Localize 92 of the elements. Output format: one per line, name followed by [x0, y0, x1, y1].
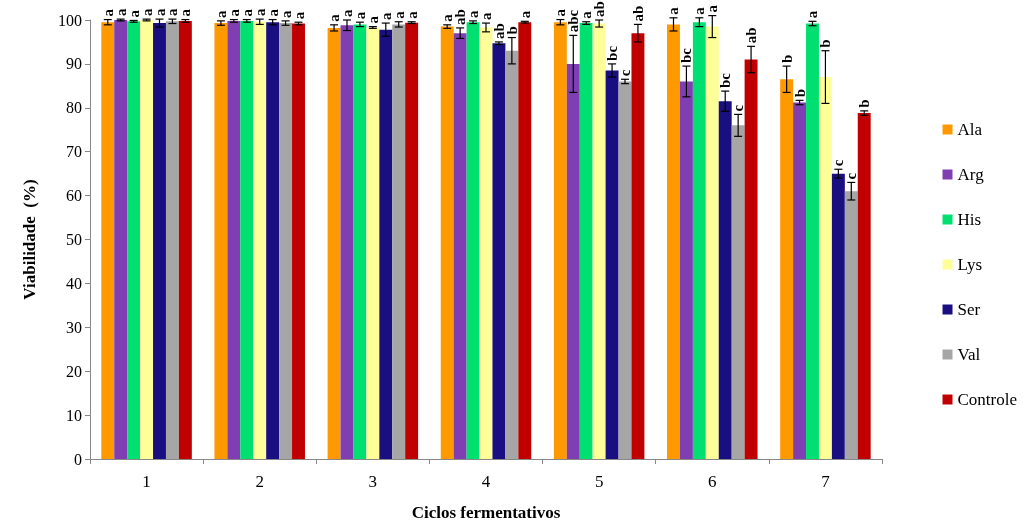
bar	[392, 24, 406, 459]
bar	[178, 20, 192, 459]
bar	[566, 63, 580, 459]
bar	[327, 27, 341, 459]
bar	[857, 113, 871, 459]
data-label: ab	[743, 27, 760, 44]
bar	[165, 21, 179, 459]
bar	[240, 20, 254, 459]
data-label: b	[817, 39, 834, 48]
bar	[479, 27, 493, 459]
bar	[705, 26, 719, 459]
bar	[505, 50, 519, 459]
data-label: b	[856, 99, 873, 108]
bar	[692, 22, 706, 459]
bar	[453, 33, 467, 459]
bar	[744, 59, 758, 459]
bar	[340, 25, 354, 459]
bar	[292, 23, 305, 459]
y-tick-label: 30	[66, 318, 82, 336]
data-label: bc	[678, 47, 695, 64]
bar	[353, 24, 367, 459]
data-label: c	[617, 69, 633, 77]
bar	[366, 27, 380, 459]
bar	[618, 81, 632, 459]
legend-label: Val	[957, 345, 981, 364]
bar	[667, 24, 680, 459]
x-tick-label: 5	[594, 472, 604, 491]
bar	[153, 23, 166, 459]
y-tick-label: 80	[66, 99, 82, 117]
y-tick-label: 20	[66, 362, 82, 380]
bar	[440, 26, 454, 459]
data-label: a	[804, 10, 821, 19]
x-tick-label: 7	[821, 472, 831, 491]
bar	[253, 21, 267, 459]
x-axis-title: Ciclos fermentativos	[411, 503, 561, 522]
bar	[114, 20, 128, 459]
bar	[793, 102, 807, 459]
data-label: c	[830, 159, 847, 167]
data-label: b	[778, 54, 795, 64]
legend-label: Controle	[957, 390, 1018, 409]
legend-label: Ala	[957, 120, 983, 139]
data-label: bc	[717, 72, 734, 89]
y-tick-label: 100	[58, 11, 82, 29]
data-label: ab	[629, 5, 646, 22]
bar	[518, 22, 532, 459]
x-tick-label: 3	[368, 472, 378, 491]
y-tick-label: 40	[66, 274, 82, 292]
bar	[831, 173, 845, 459]
bar	[844, 191, 858, 459]
y-tick-label: 60	[66, 187, 82, 205]
y-tick-label: 50	[66, 231, 82, 248]
bar	[127, 21, 141, 459]
bar	[266, 22, 280, 459]
x-tick-label: 4	[481, 472, 491, 491]
data-label: c	[843, 172, 860, 180]
bar	[731, 125, 745, 459]
x-tick-label: 2	[255, 472, 264, 491]
bar	[679, 81, 693, 459]
y-tick-label: 0	[74, 450, 82, 468]
bar	[780, 79, 794, 459]
bar	[379, 29, 393, 459]
bar	[818, 77, 832, 459]
bar	[101, 22, 115, 459]
bar	[806, 23, 819, 459]
y-tick-label: 70	[66, 143, 82, 161]
bar	[405, 22, 419, 459]
legend-label: His	[957, 210, 982, 229]
bar	[631, 33, 645, 459]
bar	[605, 70, 619, 459]
bar	[140, 20, 154, 459]
legend-label: Ser	[957, 300, 981, 319]
bar	[553, 22, 567, 459]
bar	[227, 20, 241, 459]
bar	[579, 23, 593, 459]
data-label: a	[516, 10, 533, 19]
bar	[279, 23, 293, 459]
x-tick-label: 6	[708, 472, 717, 491]
data-label: a	[665, 6, 682, 15]
data-label: b	[791, 88, 808, 98]
bar	[718, 101, 732, 459]
data-label: bc	[604, 45, 621, 61]
y-tick-label: 90	[66, 55, 82, 73]
legend-label: Arg	[957, 165, 985, 184]
x-tick-label: 1	[142, 472, 151, 491]
bar	[592, 23, 606, 459]
data-label: c	[730, 104, 747, 112]
bar	[466, 22, 480, 459]
bar	[492, 43, 506, 459]
bar	[214, 23, 228, 459]
legend-label: Lys	[957, 255, 983, 274]
y-tick-label: 10	[66, 406, 82, 424]
y-axis-title: Viabilidade (%)	[20, 179, 39, 300]
